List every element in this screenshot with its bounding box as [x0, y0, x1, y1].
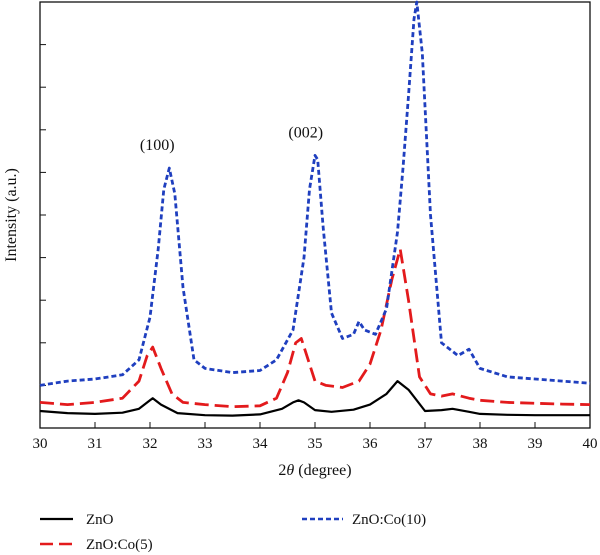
x-tick-label: 35 [308, 436, 323, 452]
x-tick-label: 37 [418, 436, 434, 452]
x-tick-label: 36 [363, 436, 379, 452]
legend-label-zno-co5: ZnO:Co(5) [86, 537, 153, 553]
x-tick-label: 34 [253, 436, 269, 452]
series-line-zno-co-10 [39, 0, 591, 387]
legend-label-zno: ZnO [86, 512, 114, 528]
peak-annotations: (100)(002)(101) [140, 124, 323, 154]
peak-label: (002) [288, 124, 323, 141]
x-axis-title-suffix: (degree) [294, 462, 351, 479]
series-line-zno-co-5 [39, 247, 591, 409]
y-axis-ticks [40, 44, 46, 429]
y-axis-title: Intensity (a.u.) [3, 168, 20, 262]
x-tick-label: 32 [143, 436, 158, 452]
peak-label: (100) [140, 137, 175, 154]
x-tick-label: 40 [583, 436, 598, 452]
series-lines [39, 0, 591, 417]
series-line-zno [39, 380, 590, 417]
legend: ZnO ZnO:Co(5) ZnO:Co(10) [40, 512, 426, 553]
x-tick-label: 33 [198, 436, 213, 452]
theta-symbol: θ [286, 462, 294, 479]
plot-frame [39, 1, 591, 429]
x-axis-title: 2θ (degree) [278, 462, 351, 479]
x-tick-label: 31 [88, 436, 103, 452]
x-tick-label: 39 [528, 436, 543, 452]
x-tick-label: 38 [473, 436, 488, 452]
x-axis-ticks: 30 31 32 33 34 35 36 37 38 39 40 [33, 422, 598, 452]
x-axis-title-prefix: 2 [278, 462, 286, 479]
x-tick-label: 30 [33, 436, 48, 452]
legend-label-zno-co10: ZnO:Co(10) [352, 512, 426, 528]
